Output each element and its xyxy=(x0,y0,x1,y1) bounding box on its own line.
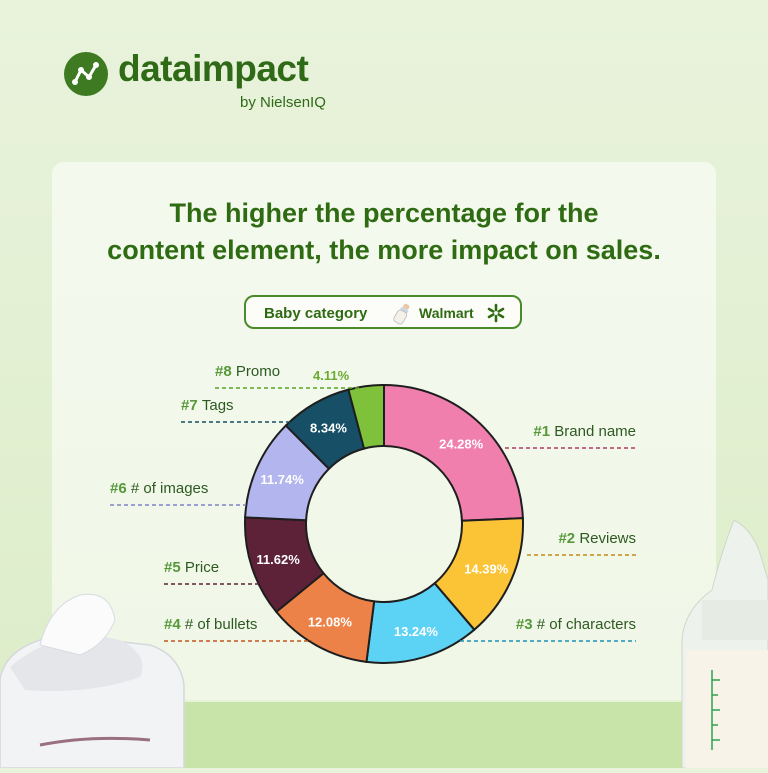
baby-wipes-image xyxy=(0,585,190,773)
slice-value-label: 24.28% xyxy=(439,437,484,452)
donut-slice xyxy=(347,383,385,450)
promo-value-label: 4.11% xyxy=(313,368,350,383)
category-badge: Baby category Walmart xyxy=(244,295,522,329)
donut-slice xyxy=(383,383,524,522)
logo-mark-icon xyxy=(64,52,108,96)
walmart-spark-icon xyxy=(486,303,506,328)
legend-label: #8 Promo xyxy=(215,363,280,380)
legend-label: #5 Price xyxy=(164,559,219,576)
retailer-label: Walmart xyxy=(419,305,474,321)
legend-label: #3 # of characters xyxy=(516,616,636,633)
baby-bottle-icon xyxy=(392,302,412,331)
page-title: The higher the percentage for the conten… xyxy=(60,195,708,269)
legend-label: #4 # of bullets xyxy=(164,616,257,633)
brand-name: dataimpact xyxy=(118,48,309,89)
brand-subtitle: by NielsenIQ xyxy=(240,94,326,111)
legend-label: #2 Reviews xyxy=(558,530,636,547)
slice-value-label: 11.74% xyxy=(260,472,304,487)
title-line-2: content element, the more impact on sale… xyxy=(107,235,661,265)
legend-label: #7 Tags xyxy=(181,397,234,414)
title-line-1: The higher the percentage for the xyxy=(169,198,599,228)
slice-value-label: 14.39% xyxy=(464,562,509,577)
slice-value-label: 13.24% xyxy=(394,624,439,639)
legend-label: #6 # of images xyxy=(110,480,208,497)
slice-value-label: 11.62% xyxy=(256,552,300,567)
baby-bottle-image xyxy=(672,519,768,773)
slice-value-label: 8.34% xyxy=(310,420,347,435)
legend-label: #1 Brand name xyxy=(533,423,636,440)
slice-value-label: 12.08% xyxy=(308,614,353,629)
brand-logo: dataimpact by NielsenIQ xyxy=(64,48,364,118)
category-label: Baby category xyxy=(264,305,368,322)
